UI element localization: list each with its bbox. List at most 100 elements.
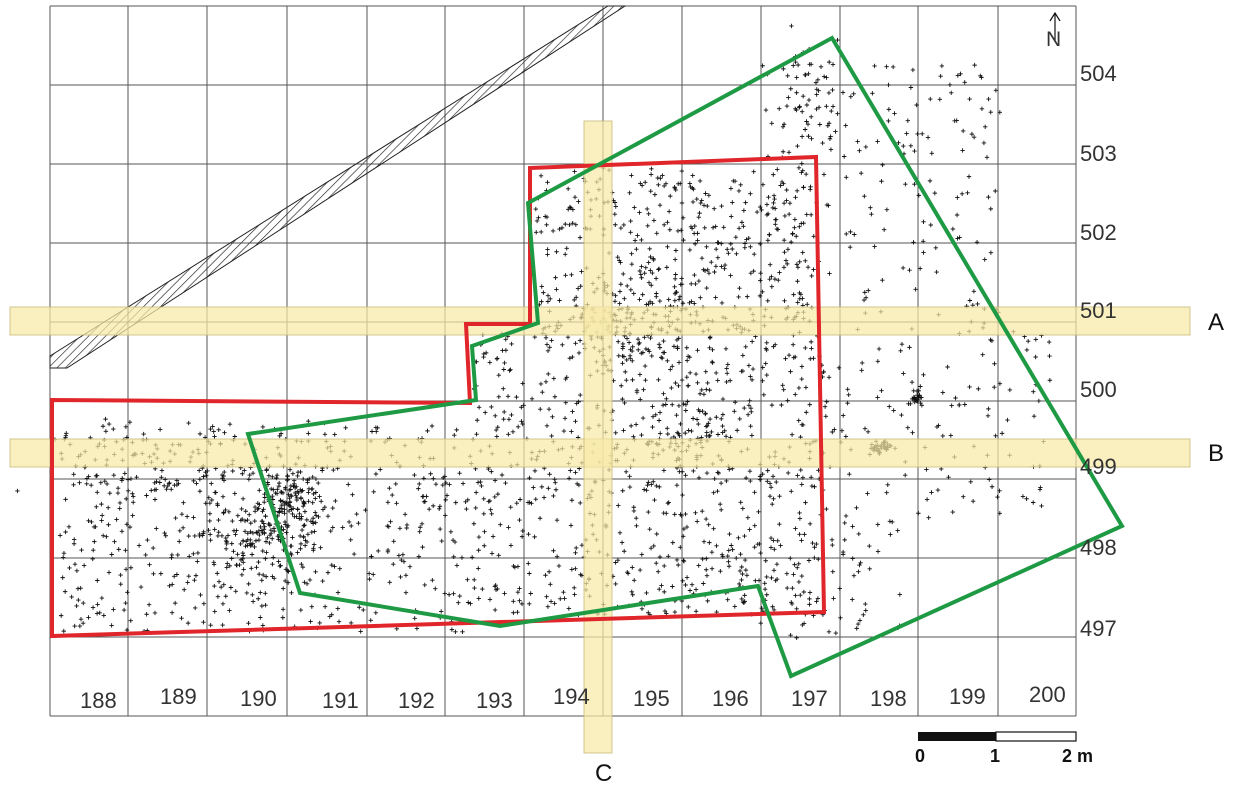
find-point	[274, 473, 280, 478]
find-point	[911, 240, 916, 245]
find-point	[548, 599, 554, 604]
find-point	[681, 401, 686, 407]
find-point	[187, 554, 192, 559]
find-point	[255, 507, 260, 512]
find-point	[810, 540, 815, 546]
find-point	[300, 504, 306, 509]
find-point	[921, 250, 926, 255]
find-point	[193, 573, 199, 578]
find-point	[173, 515, 178, 521]
find-point	[657, 586, 662, 592]
find-point	[655, 175, 660, 181]
find-point	[706, 193, 712, 198]
find-point	[732, 409, 737, 414]
find-point	[666, 554, 671, 559]
find-point	[639, 237, 644, 243]
find-point	[895, 528, 900, 533]
find-point	[698, 295, 703, 300]
find-point	[649, 283, 654, 288]
find-point	[97, 610, 102, 615]
x-grid-label: 197	[791, 686, 828, 711]
find-point	[118, 572, 123, 578]
find-point	[453, 629, 458, 634]
find-point	[736, 581, 742, 587]
find-point	[968, 479, 973, 485]
find-point	[848, 229, 853, 235]
find-point	[812, 545, 817, 550]
find-point	[520, 528, 525, 534]
section-label-c: C	[595, 760, 612, 787]
find-point	[309, 487, 314, 492]
find-point	[855, 139, 860, 144]
find-point	[926, 515, 931, 520]
find-point	[719, 264, 724, 269]
find-point	[553, 487, 559, 492]
find-point	[670, 540, 675, 545]
find-point	[496, 372, 502, 378]
find-point	[704, 423, 710, 429]
find-point	[780, 149, 786, 154]
find-point	[740, 506, 745, 511]
find-point	[529, 396, 535, 402]
find-point	[617, 530, 623, 535]
find-point	[308, 619, 313, 624]
find-point	[311, 546, 316, 551]
find-point	[400, 552, 406, 557]
find-point	[301, 476, 306, 482]
find-point	[318, 545, 323, 550]
find-point	[868, 205, 873, 210]
find-point	[111, 473, 117, 478]
find-point	[827, 59, 832, 65]
find-point	[1026, 338, 1031, 344]
find-point	[298, 496, 304, 501]
find-point	[811, 356, 816, 361]
find-point	[736, 188, 742, 194]
find-point	[286, 569, 291, 574]
find-point	[216, 427, 221, 433]
find-point	[804, 212, 809, 217]
find-point	[626, 340, 632, 345]
find-point	[506, 417, 512, 422]
find-point	[954, 118, 959, 123]
find-point	[843, 513, 849, 519]
find-point	[444, 493, 450, 498]
find-point	[904, 131, 909, 136]
find-point	[887, 404, 892, 409]
find-point	[574, 545, 579, 551]
find-point	[702, 225, 707, 231]
find-point	[90, 605, 96, 610]
find-point	[104, 481, 110, 487]
find-point	[270, 561, 275, 567]
find-point	[870, 91, 875, 96]
find-point	[791, 572, 796, 577]
find-point	[649, 166, 654, 172]
find-point	[496, 553, 501, 558]
find-point	[428, 471, 433, 476]
x-grid-label: 196	[712, 686, 749, 711]
find-point	[451, 591, 456, 596]
find-point	[295, 469, 301, 475]
find-point	[703, 516, 709, 522]
find-point	[501, 409, 507, 415]
find-point	[351, 551, 357, 557]
find-point	[780, 124, 786, 130]
find-point	[552, 394, 558, 399]
find-point	[476, 596, 481, 601]
find-point	[715, 488, 720, 494]
find-point	[573, 550, 578, 556]
find-point	[799, 161, 804, 166]
find-point	[651, 218, 657, 223]
find-point	[146, 602, 152, 607]
find-point	[640, 415, 646, 421]
find-point	[197, 431, 203, 437]
find-point	[879, 179, 884, 184]
find-point	[707, 387, 712, 393]
find-point	[788, 369, 793, 374]
find-point	[959, 191, 965, 197]
find-point	[538, 173, 544, 179]
find-point	[884, 490, 889, 495]
find-point	[550, 414, 555, 419]
find-point	[764, 372, 770, 378]
find-point	[804, 119, 809, 124]
find-point	[676, 297, 682, 302]
